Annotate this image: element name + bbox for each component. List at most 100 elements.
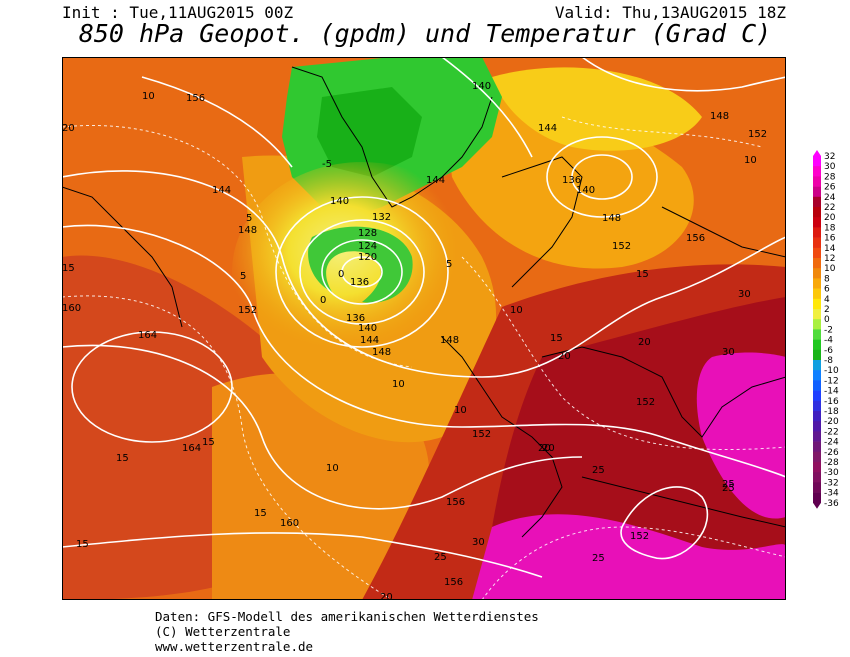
temperature-label: 15 <box>76 539 89 550</box>
temperature-label: 10 <box>142 91 155 102</box>
colorbar-label: -6 <box>824 346 833 356</box>
temperature-label: 20 <box>380 592 393 600</box>
colorbar-swatch <box>813 482 821 493</box>
temperature-label: 30 <box>722 347 735 358</box>
geopotential-label: 136 <box>562 175 581 186</box>
colorbar-label: -36 <box>824 499 839 509</box>
geopotential-label: 156 <box>446 497 465 508</box>
colorbar-label: 20 <box>824 213 836 223</box>
geopotential-label: 124 <box>358 241 377 252</box>
colorbar-swatch <box>813 309 821 320</box>
colorbar-label: -4 <box>824 336 833 346</box>
colorbar-swatch <box>813 237 821 249</box>
colorbar-labels: 32302826242220181614121086420-2-4-6-8-10… <box>824 152 839 509</box>
colorbar-swatch <box>813 451 821 463</box>
temperature-label: 5 <box>246 213 252 224</box>
geopotential-label: 156 <box>186 93 205 104</box>
temperature-label: 25 <box>592 465 605 476</box>
colorbar-label: -32 <box>824 478 839 488</box>
geopotential-label: 152 <box>472 429 491 440</box>
temperature-label: 15 <box>550 333 563 344</box>
temperature-label: 20 <box>542 443 555 454</box>
colorbar-swatch <box>813 288 821 300</box>
colorbar-swatch <box>813 472 821 483</box>
temperature-label: 15 <box>116 453 129 464</box>
colorbar-label: -26 <box>824 448 839 458</box>
coastlines <box>62 66 786 538</box>
colorbar-label: -10 <box>824 366 839 376</box>
temperature-label: 10 <box>326 463 339 474</box>
temperature-label: 20 <box>538 443 551 454</box>
colorbar-swatch <box>813 278 821 289</box>
geopotential-contours <box>62 57 786 578</box>
temperature-label-layer: 10 15 20 5 0 -5 10 15 20 25 30 10 15 20 … <box>62 91 757 600</box>
geopotential-label: 144 <box>212 185 231 196</box>
temperature-label: 0 <box>320 295 326 306</box>
geopotential-label: 152 <box>612 241 631 252</box>
geopotential-label: 140 <box>330 196 349 207</box>
colorbar-swatch <box>813 227 821 238</box>
weather-map: 136 132 128 124 120 136 140 144 148 152 … <box>62 57 786 600</box>
colorbar-swatch <box>813 207 821 218</box>
geopotential-label: 152 <box>748 129 767 140</box>
colorbar-label: -2 <box>824 325 833 335</box>
geopotential-label: 160 <box>62 303 81 314</box>
geopotential-label: 164 <box>138 330 157 341</box>
isotherms <box>62 116 786 600</box>
geopotential-label: 140 <box>472 81 491 92</box>
geopotential-label: 144 <box>360 335 379 346</box>
colorbar-swatch <box>813 329 821 340</box>
footer-data-source: Daten: GFS-Modell des amerikanischen Wet… <box>155 609 539 624</box>
geopotential-label: 136 <box>350 277 369 288</box>
temperature-label: 20 <box>62 123 75 134</box>
temp-field-northeast-yellow <box>492 67 702 151</box>
colorbar-label: 8 <box>824 274 830 284</box>
geopotential-label: 144 <box>538 123 557 134</box>
temperature-label: 0 <box>338 269 344 280</box>
colorbar-swatch <box>813 441 821 453</box>
greenland-cold-core <box>317 87 422 177</box>
colorbar-swatch <box>813 492 821 504</box>
colorbar-swatch <box>813 217 821 228</box>
temperature-colorbar: 32302826242220181614121086420-2-4-6-8-10… <box>813 150 839 509</box>
geopotential-label: 136 <box>346 313 365 324</box>
temperature-label: 25 <box>722 479 735 490</box>
temp-field-magenta-east <box>696 352 786 519</box>
temperature-label: 10 <box>392 379 405 390</box>
temperature-label: 5 <box>446 259 452 270</box>
colorbar-label: -14 <box>824 387 839 397</box>
geopotential-label: 140 <box>576 185 595 196</box>
geopotential-label: 120 <box>358 252 377 263</box>
geopotential-label: 164 <box>182 443 201 454</box>
geopotential-label: 140 <box>358 323 377 334</box>
colorbar-swatch <box>813 247 821 259</box>
colorbar-swatch <box>813 431 821 442</box>
colorbar-swatch <box>813 298 821 310</box>
geopotential-label: 152 <box>636 397 655 408</box>
colorbar-top-arrow <box>813 150 821 156</box>
footer-copyright: (C) Wetterzentrale <box>155 624 291 639</box>
colorbar-label: 26 <box>824 183 836 193</box>
cyclone-warm-ring <box>232 162 492 382</box>
colorbar-label: -28 <box>824 458 839 468</box>
colorbar-label: 6 <box>824 285 830 295</box>
colorbar-label: -18 <box>824 407 839 417</box>
temperature-label: 5 <box>240 271 246 282</box>
colorbar-swatch <box>813 400 821 412</box>
geopotential-label: 156 <box>444 577 463 588</box>
colorbar-swatch <box>813 421 821 432</box>
colorbar-swatch <box>813 339 821 351</box>
colorbar-swatch <box>813 380 821 391</box>
temperature-label: 25 <box>592 553 605 564</box>
colorbar-label: -30 <box>824 468 839 478</box>
temperature-label: 10 <box>454 405 467 416</box>
colorbar-label: -16 <box>824 397 839 407</box>
geopotential-label: 148 <box>710 111 729 122</box>
geopotential-label: 152 <box>630 531 649 542</box>
geopotential-label: 148 <box>238 225 257 236</box>
colorbar-swatch <box>813 390 821 402</box>
colorbar-swatch <box>813 258 821 269</box>
colorbar-label: 22 <box>824 203 835 213</box>
geopotential-label-layer: 136 132 128 124 120 136 140 144 148 152 … <box>62 81 767 588</box>
colorbar-swatch <box>813 176 821 187</box>
